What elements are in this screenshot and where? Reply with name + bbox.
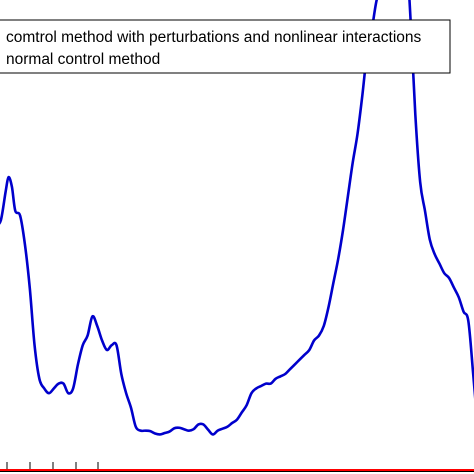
legend-box bbox=[0, 19, 451, 74]
x-axis-ticks bbox=[6, 462, 99, 470]
legend-entry-1: comtrol method with perturbations and no… bbox=[6, 29, 422, 46]
legend-entry-2: normal control method bbox=[6, 51, 160, 68]
legend: comtrol method with perturbations and no… bbox=[0, 19, 451, 74]
series-line-perturbation-control bbox=[0, 0, 474, 436]
